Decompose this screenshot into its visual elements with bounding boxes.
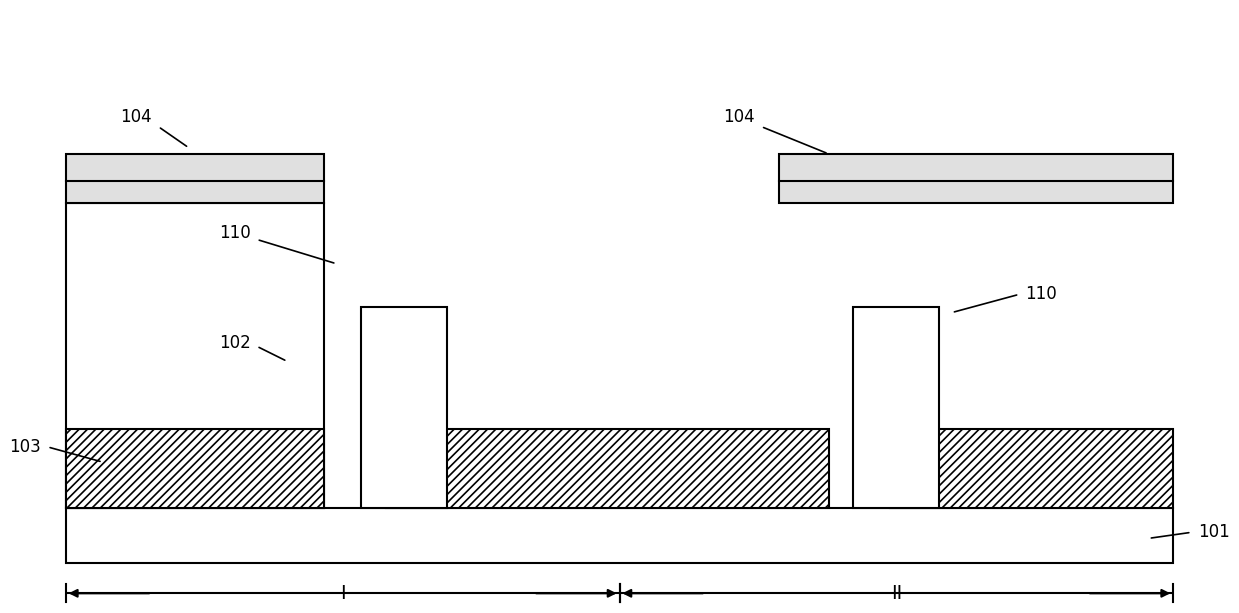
Text: 103: 103 — [10, 438, 41, 456]
Text: II: II — [891, 584, 902, 603]
Text: I: I — [339, 584, 346, 603]
Bar — [66, 203, 325, 508]
Bar — [779, 154, 1173, 203]
Bar — [361, 306, 447, 508]
Bar — [385, 428, 829, 508]
Text: 110: 110 — [1026, 285, 1057, 303]
Bar — [854, 306, 939, 508]
Bar — [66, 428, 325, 508]
Text: 104: 104 — [120, 109, 152, 126]
Text: 110: 110 — [218, 224, 250, 242]
Text: 102: 102 — [218, 334, 250, 352]
Bar — [66, 508, 1173, 563]
Bar — [890, 428, 1173, 508]
Text: 104: 104 — [724, 109, 755, 126]
Text: 101: 101 — [1198, 524, 1229, 541]
Bar — [66, 154, 325, 203]
